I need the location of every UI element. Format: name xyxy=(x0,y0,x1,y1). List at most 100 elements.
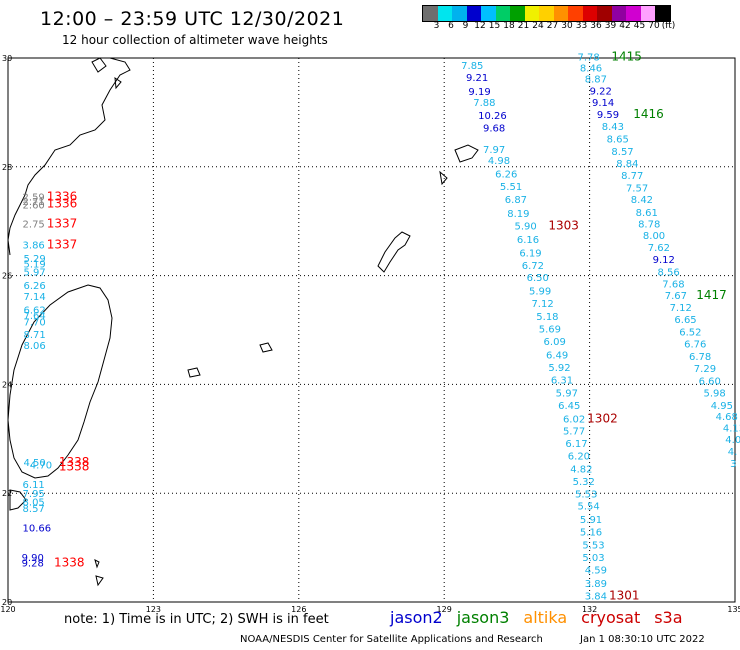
swh-value-label: 4. xyxy=(728,447,738,458)
swh-value-label: 4.70 xyxy=(30,461,52,472)
swh-value-label: 8.78 xyxy=(638,220,660,231)
pass-number-label: 1417 xyxy=(696,288,727,302)
swh-value-label: 6.31 xyxy=(551,375,573,386)
swh-value-label: 6.50 xyxy=(527,273,549,284)
swh-value-label: 6.02 xyxy=(563,414,585,425)
lat-tick-label: 26 xyxy=(2,272,12,281)
pass-number-label: 1416 xyxy=(633,107,664,121)
swh-value-label: 7.14 xyxy=(24,292,46,303)
pass-number-label: 1415 xyxy=(611,50,642,64)
swh-value-label: 6.26 xyxy=(24,281,46,292)
colorbar-tick: 30 xyxy=(561,21,573,31)
lat-tick-label: 28 xyxy=(2,163,12,172)
colorbar-tick: 12 xyxy=(474,21,486,31)
swh-value-label: 7.64 xyxy=(24,311,46,322)
swh-value-label: 6.87 xyxy=(505,195,527,206)
swh-value-label: 5.16 xyxy=(580,528,602,539)
swh-value-label: 7.70 xyxy=(24,318,46,329)
islands-ryukyu-north xyxy=(439,144,479,186)
page-title: 12:00 – 23:59 UTC 12/30/2021 xyxy=(40,8,345,30)
colorbar-tick: 27 xyxy=(546,21,559,31)
satellite-legend: jason2 jason3 altika cryosat s3a xyxy=(390,608,697,627)
swh-value-label: 6.60 xyxy=(699,376,721,387)
lat-tick-label: 22 xyxy=(2,489,12,498)
swh-value-label: 6.20 xyxy=(568,451,590,462)
swh-value-label: 7.12 xyxy=(670,303,692,314)
lat-tick-label: 24 xyxy=(2,380,12,389)
swh-value-label: 3 xyxy=(730,459,736,470)
lat-tick-label: 30 xyxy=(2,54,12,63)
colorbar-tick: 24 xyxy=(532,21,544,31)
swh-value-label: 9.19 xyxy=(468,87,490,98)
swh-value-label: 4.95 xyxy=(711,401,733,412)
pass-number-label: 1301 xyxy=(609,588,640,602)
swh-value-label: 8.43 xyxy=(602,122,624,133)
swh-value-label: 5.03 xyxy=(582,553,604,564)
swh-value-label: 8.57 xyxy=(23,504,45,515)
colorbar-swatch xyxy=(423,6,438,21)
swh-value-label: 7.12 xyxy=(531,299,553,310)
colorbar-swatch xyxy=(597,6,612,21)
swh-value-label: 9.22 xyxy=(590,86,612,97)
swh-value-label: 9.21 xyxy=(466,73,488,84)
colorbar-swatch xyxy=(655,6,670,21)
swh-value-label: 6.11 xyxy=(23,480,45,491)
swh-value-label: 8.56 xyxy=(657,268,679,279)
swh-value-label: 4.98 xyxy=(488,156,510,167)
colorbar-swatch xyxy=(466,6,481,21)
islands-miyako xyxy=(187,342,273,378)
colorbar-tick: 21 xyxy=(517,21,530,31)
swh-value-label: 5.69 xyxy=(539,325,561,336)
swh-value-label: 6.78 xyxy=(689,352,711,363)
swh-value-label: 5.97 xyxy=(24,268,46,279)
axis-labels: 120 123 126 129 132 135 30 28 26 24 22 20 xyxy=(0,54,740,614)
colorbar-tick: 42 xyxy=(619,21,631,31)
pass-number-label: 1336 xyxy=(47,197,78,211)
pass-number-label: 1302 xyxy=(587,411,618,425)
swh-value-label: 8.42 xyxy=(631,195,653,206)
swh-value-label: 6.76 xyxy=(684,339,706,350)
pass-number-label: 1338 xyxy=(59,455,90,469)
pass-number-label: 1337 xyxy=(47,237,78,251)
swh-value-label: 2.71 xyxy=(23,197,45,208)
swh-value-label: 6.17 xyxy=(565,439,587,450)
swh-value-label: 5.51 xyxy=(500,182,522,193)
swh-value-label: 10.66 xyxy=(23,523,52,534)
swh-value-label: 6.62 xyxy=(24,306,46,317)
swh-value-label: 6.65 xyxy=(674,315,696,326)
swh-value-label: 10.26 xyxy=(478,111,507,122)
colorbar-swatch xyxy=(524,6,539,21)
legend-altika: altika xyxy=(523,608,568,627)
colorbar-swatch xyxy=(640,6,655,21)
swh-value-label: 9.14 xyxy=(592,98,614,109)
colorbar-tick: (ft) xyxy=(661,21,676,31)
swh-value-label: 6.72 xyxy=(522,261,544,272)
swh-value-label: 8.06 xyxy=(24,341,46,352)
swh-value-label: 2.59 xyxy=(23,193,45,204)
swh-value-label: 7.88 xyxy=(473,98,495,109)
swh-value-label: 8.57 xyxy=(611,147,633,158)
legend-jason2: jason2 xyxy=(390,608,443,627)
colorbar-tick: 70 xyxy=(648,21,660,31)
swh-value-label: 7.95 xyxy=(23,489,45,500)
footer-note: note: 1) Time is in UTC; 2) SWH is in fe… xyxy=(64,612,329,627)
pass-number-label: 1337 xyxy=(47,217,78,231)
swh-value-label: 5.77 xyxy=(563,426,585,437)
swh-value-label: 5.99 xyxy=(529,287,551,298)
swh-value-label: 8.19 xyxy=(507,209,529,220)
coastline-luzon-tip xyxy=(9,489,27,511)
colorbar-tick: 36 xyxy=(590,21,602,31)
swh-value-label: 8.05 xyxy=(23,498,45,509)
swh-value-label: 9.12 xyxy=(653,255,675,266)
swh-value-label: 2.60 xyxy=(23,201,45,212)
pass-number-label: 1303 xyxy=(548,218,579,232)
lon-tick-label: 129 xyxy=(437,605,452,614)
footer-credit: NOAA/NESDIS Center for Satellite Applica… xyxy=(240,634,543,645)
swh-value-label: 6.26 xyxy=(495,170,517,181)
swh-value-label: 7.29 xyxy=(694,364,716,375)
swh-value-label: 4.82 xyxy=(570,465,592,476)
swh-value-label: 3.86 xyxy=(23,240,45,251)
swh-value-label: 6.49 xyxy=(546,350,568,361)
swh-value-label: 4.0 xyxy=(725,435,740,446)
